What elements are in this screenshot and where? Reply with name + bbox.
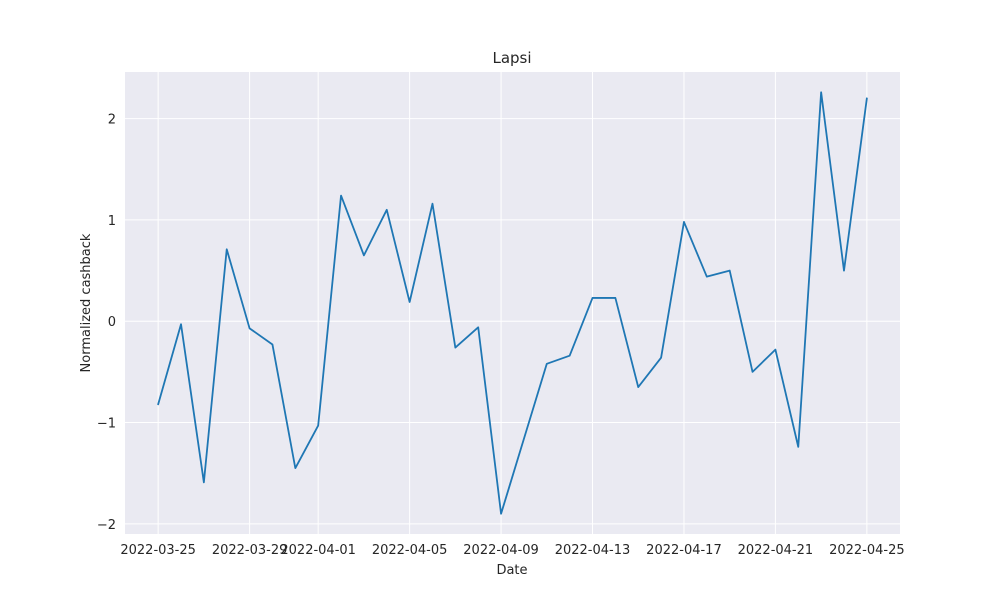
y-tick-label: 2: [108, 113, 116, 128]
y-tick-label: −2: [97, 518, 116, 533]
series-layer: [157, 91, 868, 515]
y-tick-label: 1: [108, 214, 116, 229]
x-tick-label: 2022-04-01: [280, 543, 356, 558]
x-axis-label: Date: [496, 563, 527, 578]
x-tick-label: 2022-04-05: [372, 543, 448, 558]
x-tick-label: 2022-04-25: [829, 543, 905, 558]
y-tick-label: −1: [97, 417, 116, 432]
x-tick-label: 2022-03-29: [212, 543, 288, 558]
series-line: [157, 91, 868, 515]
y-axis: −2 −1 0 1 2: [97, 113, 116, 533]
x-tick-label: 2022-04-21: [738, 543, 814, 558]
x-tick-label: 2022-04-13: [555, 543, 631, 558]
x-tick-label: 2022-04-17: [646, 543, 722, 558]
x-tick-label: 2022-03-25: [120, 543, 196, 558]
y-axis-label: Normalized cashback: [79, 233, 94, 372]
chart-title: Lapsi: [492, 49, 531, 67]
grid: [125, 72, 900, 534]
plot-background: [125, 72, 900, 534]
y-tick-label: 0: [108, 315, 116, 330]
x-tick-label: 2022-04-09: [463, 543, 539, 558]
